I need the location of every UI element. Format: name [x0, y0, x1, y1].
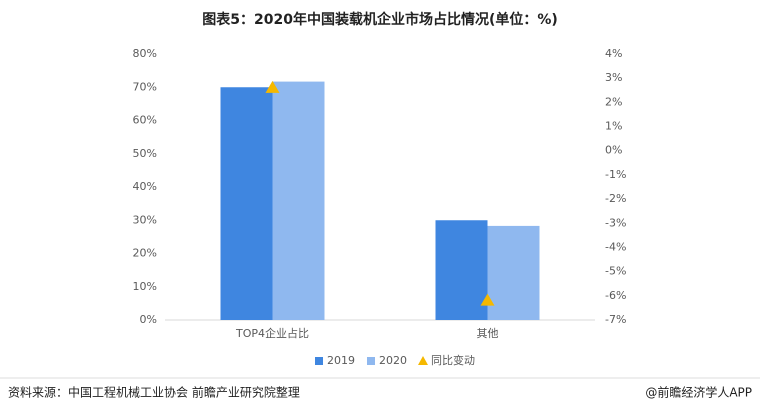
credit: @前瞻经济学人APP: [645, 385, 752, 400]
legend-swatch: [367, 357, 375, 365]
legend-label: 2019: [327, 354, 355, 367]
y-tick-label: 60%: [133, 114, 157, 127]
y2-tick-label: -6%: [605, 289, 626, 302]
bar: [435, 220, 488, 320]
marker-triangle: [265, 80, 280, 93]
y2-tick-label: -2%: [605, 192, 626, 205]
source: 资料来源：中国工程机械工业协会 前瞻产业研究院整理: [8, 385, 300, 400]
y-tick-label: 30%: [133, 213, 157, 226]
y-tick-label: 70%: [133, 80, 157, 93]
y2-tick-label: -7%: [605, 313, 626, 326]
bar: [220, 87, 273, 320]
y2-tick-label: 0%: [605, 144, 622, 157]
y2-tick-label: -3%: [605, 216, 626, 229]
legend-swatch: [315, 357, 323, 365]
legend-swatch: [418, 356, 428, 365]
x-tick-label: 其他: [477, 327, 499, 340]
legend-label: 同比变动: [431, 353, 475, 367]
y2-tick-label: 3%: [605, 71, 622, 84]
y2-tick-label: 4%: [605, 47, 622, 60]
y2-tick-label: -4%: [605, 240, 626, 253]
y-tick-label: 20%: [133, 247, 157, 260]
chart-title: 图表5：2020年中国装载机企业市场占比情况(单位：%): [202, 11, 558, 28]
y2-tick-label: 2%: [605, 95, 622, 108]
y-tick-label: 10%: [133, 280, 157, 293]
bar: [487, 225, 540, 320]
y-tick-label: 50%: [133, 147, 157, 160]
y-tick-label: 0%: [140, 313, 157, 326]
y2-tick-label: 1%: [605, 120, 622, 133]
y-tick-label: 40%: [133, 180, 157, 193]
marker-triangle: [480, 293, 495, 306]
legend-label: 2020: [379, 354, 407, 367]
bar: [272, 81, 325, 320]
x-tick-label: TOP4企业占比: [235, 326, 309, 340]
y-tick-label: 80%: [133, 47, 157, 60]
y2-tick-label: -1%: [605, 168, 626, 181]
y2-tick-label: -5%: [605, 265, 626, 278]
